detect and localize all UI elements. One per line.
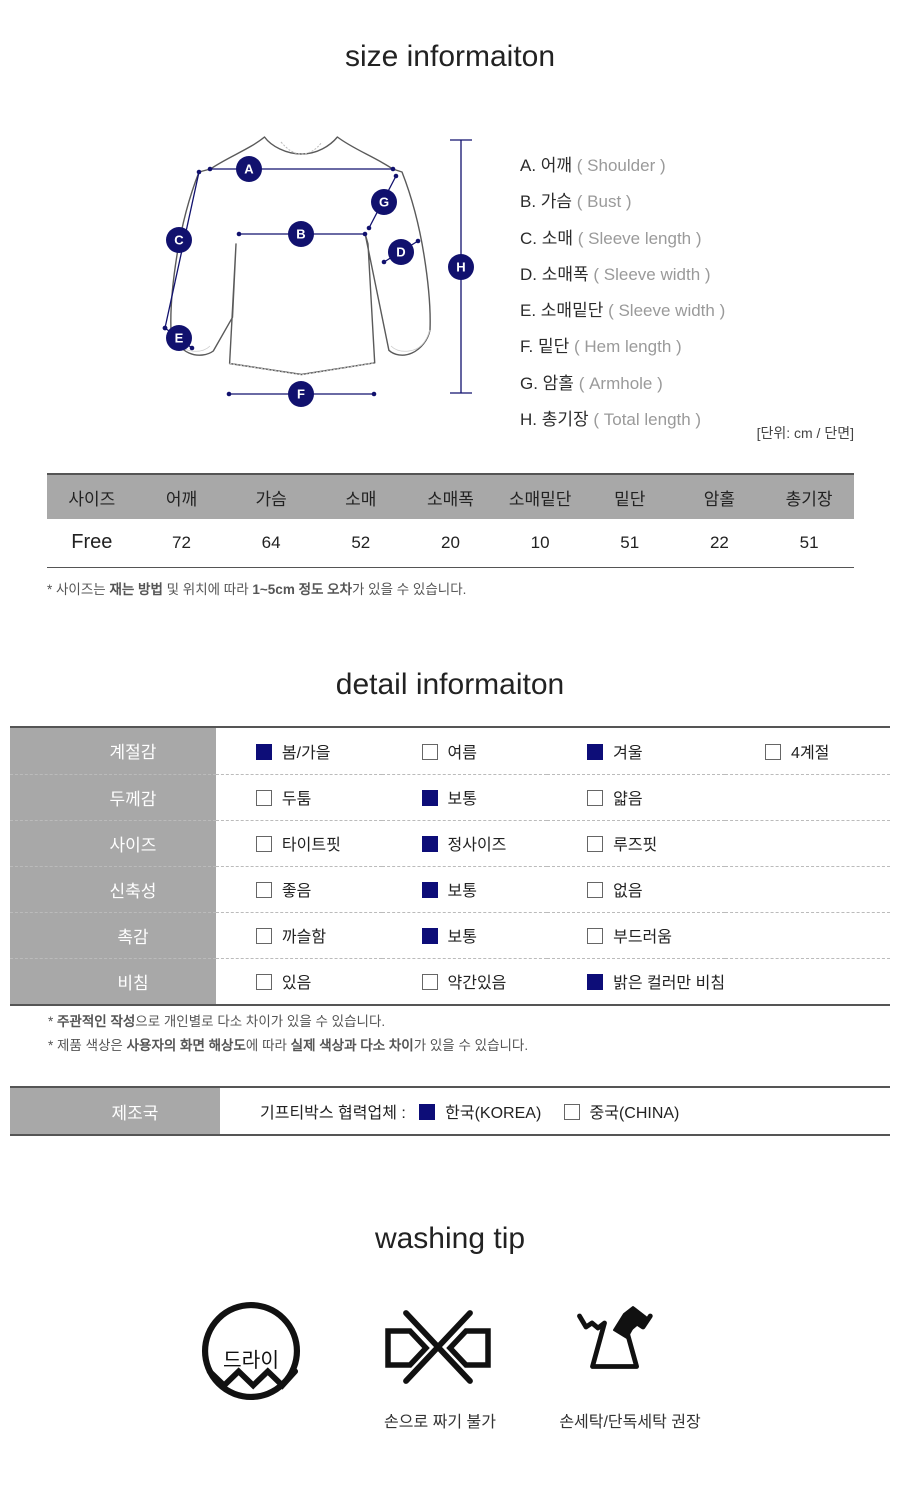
svg-text:B: B	[296, 227, 305, 242]
svg-text:D: D	[396, 245, 405, 260]
svg-text:F: F	[297, 387, 305, 402]
svg-text:드라이: 드라이	[223, 1349, 279, 1372]
svg-text:H: H	[456, 260, 465, 275]
svg-text:E: E	[175, 331, 184, 346]
svg-text:G: G	[379, 195, 389, 210]
svg-text:A: A	[244, 162, 254, 177]
svg-text:C: C	[174, 233, 184, 248]
